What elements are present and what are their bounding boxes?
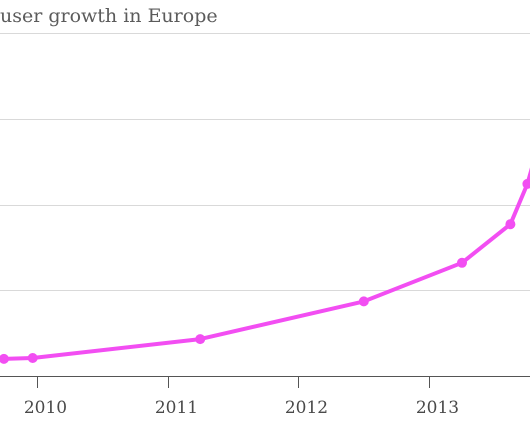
data-point [0,353,9,364]
x-axis: 2010 2011 2012 2013 [0,376,530,418]
data-point [457,257,467,268]
data-point [522,178,530,189]
x-tick-label: 2013 [416,398,459,418]
x-tick-label: 2010 [24,398,67,418]
data-point [505,219,516,230]
chart-title: user growth in Europe [0,5,218,27]
x-tick-label: 2012 [285,398,328,418]
series-line [0,167,530,361]
data-point [27,353,38,363]
data-point [195,334,206,345]
gridlines [0,33,530,291]
data-point [358,296,369,307]
series-layer [0,167,530,364]
x-tick-label: 2011 [155,398,198,418]
